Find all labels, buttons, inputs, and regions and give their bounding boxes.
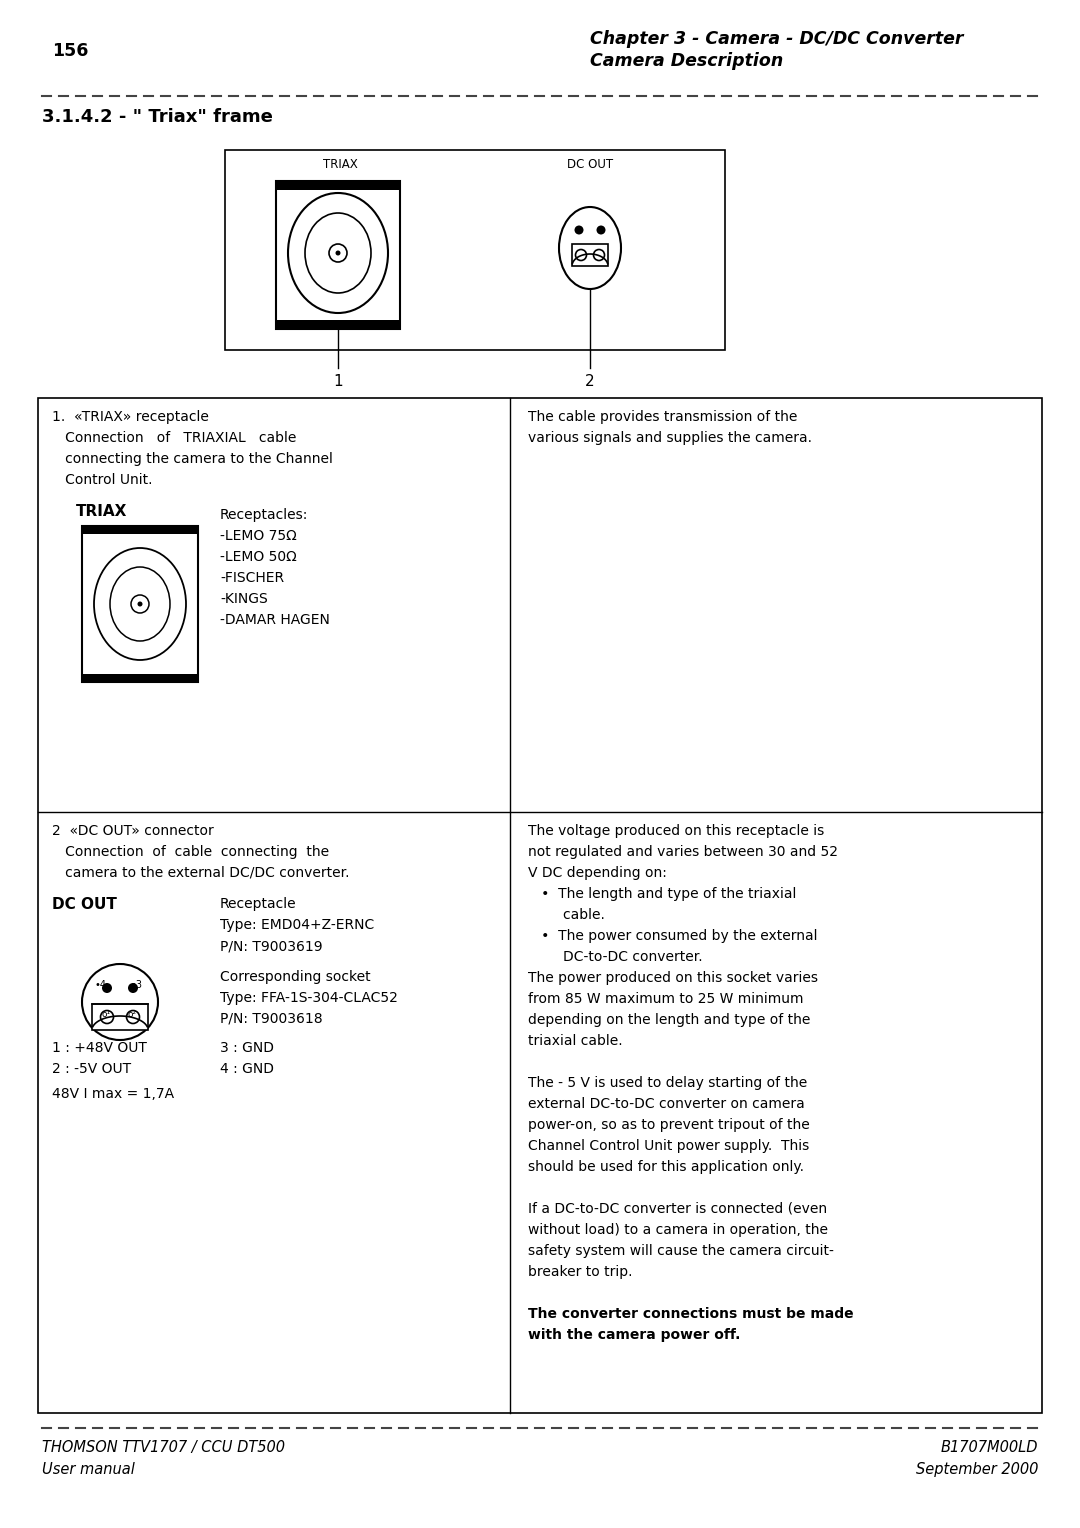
Text: Connection   of   TRIAXIAL   cable: Connection of TRIAXIAL cable (52, 431, 296, 445)
Text: The - 5 V is used to delay starting of the: The - 5 V is used to delay starting of t… (528, 1076, 807, 1089)
Text: Camera Description: Camera Description (590, 52, 783, 70)
Text: 2 : -5V OUT: 2 : -5V OUT (52, 1062, 131, 1076)
Text: should be used for this application only.: should be used for this application only… (528, 1160, 804, 1174)
Text: cable.: cable. (528, 908, 605, 921)
Text: -FISCHER: -FISCHER (220, 571, 284, 585)
Text: Type: FFA-1S-304-CLAC52: Type: FFA-1S-304-CLAC52 (220, 992, 397, 1005)
Text: •3: •3 (130, 979, 141, 990)
Text: •  The length and type of the triaxial: • The length and type of the triaxial (528, 886, 796, 902)
Text: -KINGS: -KINGS (220, 591, 268, 607)
Circle shape (336, 251, 340, 255)
Text: 3.1.4.2 - " Triax" frame: 3.1.4.2 - " Triax" frame (42, 108, 273, 125)
Circle shape (129, 983, 138, 993)
Text: 1: 1 (334, 374, 342, 390)
Text: P/N: T9003619: P/N: T9003619 (220, 940, 323, 953)
Circle shape (137, 602, 143, 607)
Text: Type: EMD04+Z-ERNC: Type: EMD04+Z-ERNC (220, 918, 375, 932)
Ellipse shape (305, 212, 372, 293)
Bar (38, 397, 1042, 1413)
Text: Receptacles:: Receptacles: (220, 507, 309, 523)
Text: •  The power consumed by the external: • The power consumed by the external (528, 929, 818, 943)
Text: 48V I max = 1,7A: 48V I max = 1,7A (52, 1086, 174, 1102)
Ellipse shape (288, 193, 388, 313)
Text: depending on the length and type of the: depending on the length and type of the (528, 1013, 810, 1027)
Text: If a DC-to-DC converter is connected (even: If a DC-to-DC converter is connected (ev… (528, 1203, 827, 1216)
Text: with the camera power off.: with the camera power off. (528, 1328, 741, 1342)
Circle shape (131, 594, 149, 613)
Text: Connection  of  cable  connecting  the: Connection of cable connecting the (52, 845, 329, 859)
Text: triaxial cable.: triaxial cable. (528, 1034, 623, 1048)
Text: DC OUT: DC OUT (567, 157, 613, 171)
Circle shape (82, 964, 158, 1041)
Bar (276, 319, 400, 329)
Text: The converter connections must be made: The converter connections must be made (528, 1306, 853, 1322)
Text: connecting the camera to the Channel: connecting the camera to the Channel (52, 452, 333, 466)
Text: TRIAX: TRIAX (323, 157, 357, 171)
Bar (276, 180, 400, 189)
Text: power-on, so as to prevent tripout of the: power-on, so as to prevent tripout of th… (528, 1118, 810, 1132)
Text: external DC-to-DC converter on camera: external DC-to-DC converter on camera (528, 1097, 805, 1111)
Text: September 2000: September 2000 (916, 1462, 1038, 1478)
Text: from 85 W maximum to 25 W minimum: from 85 W maximum to 25 W minimum (528, 992, 804, 1005)
Text: without load) to a camera in operation, the: without load) to a camera in operation, … (528, 1222, 828, 1238)
Text: TRIAX: TRIAX (76, 504, 127, 520)
Text: Chapter 3 - Camera - DC/DC Converter: Chapter 3 - Camera - DC/DC Converter (590, 31, 963, 47)
Text: 1 : +48V OUT: 1 : +48V OUT (52, 1041, 147, 1054)
Text: 3 : GND: 3 : GND (220, 1041, 274, 1054)
Ellipse shape (94, 549, 186, 660)
Text: P/N: T9003618: P/N: T9003618 (220, 1012, 323, 1025)
Text: The cable provides transmission of the: The cable provides transmission of the (528, 410, 797, 423)
Text: •4: •4 (95, 979, 107, 990)
Text: Corresponding socket: Corresponding socket (220, 970, 370, 984)
Text: DC-to-DC converter.: DC-to-DC converter. (528, 950, 703, 964)
Circle shape (575, 226, 583, 234)
Text: -DAMAR HAGEN: -DAMAR HAGEN (220, 613, 329, 626)
Text: The power produced on this socket varies: The power produced on this socket varies (528, 970, 818, 986)
Text: safety system will cause the camera circuit-: safety system will cause the camera circ… (528, 1244, 834, 1258)
Bar (82, 526, 198, 681)
Text: various signals and supplies the camera.: various signals and supplies the camera. (528, 431, 812, 445)
Text: Channel Control Unit power supply.  This: Channel Control Unit power supply. This (528, 1138, 809, 1154)
Text: 2  «DC OUT» connector: 2 «DC OUT» connector (52, 824, 214, 837)
Text: User manual: User manual (42, 1462, 135, 1478)
Text: 4 : GND: 4 : GND (220, 1062, 274, 1076)
Circle shape (576, 249, 586, 260)
Text: 2: 2 (585, 374, 595, 390)
Bar (572, 244, 608, 266)
Text: camera to the external DC/DC converter.: camera to the external DC/DC converter. (52, 866, 350, 880)
Circle shape (126, 1010, 139, 1024)
Circle shape (329, 244, 347, 261)
Text: The voltage produced on this receptacle is: The voltage produced on this receptacle … (528, 824, 824, 837)
Ellipse shape (110, 567, 170, 642)
Text: breaker to trip.: breaker to trip. (528, 1265, 633, 1279)
Bar (82, 674, 198, 681)
Bar (82, 526, 198, 533)
Text: o¹: o¹ (102, 1010, 110, 1019)
Text: -LEMO 50Ω: -LEMO 50Ω (220, 550, 297, 564)
Text: Receptacle: Receptacle (220, 897, 297, 911)
Ellipse shape (559, 206, 621, 289)
Bar (276, 180, 400, 329)
Text: THOMSON TTV1707 / CCU DT500: THOMSON TTV1707 / CCU DT500 (42, 1439, 285, 1455)
Text: 1.  «TRIAX» receptacle: 1. «TRIAX» receptacle (52, 410, 208, 423)
Bar (225, 150, 725, 350)
Circle shape (100, 1010, 113, 1024)
Text: B1707M00LD: B1707M00LD (941, 1439, 1038, 1455)
Text: V DC depending on:: V DC depending on: (528, 866, 666, 880)
Bar (92, 1004, 148, 1030)
Text: o²: o² (127, 1010, 136, 1019)
Text: not regulated and varies between 30 and 52: not regulated and varies between 30 and … (528, 845, 838, 859)
Circle shape (596, 226, 606, 234)
Circle shape (594, 249, 605, 260)
Text: -LEMO 75Ω: -LEMO 75Ω (220, 529, 297, 542)
Text: Control Unit.: Control Unit. (52, 474, 152, 487)
Circle shape (102, 983, 112, 993)
Text: DC OUT: DC OUT (52, 897, 117, 912)
Text: 156: 156 (52, 41, 89, 60)
